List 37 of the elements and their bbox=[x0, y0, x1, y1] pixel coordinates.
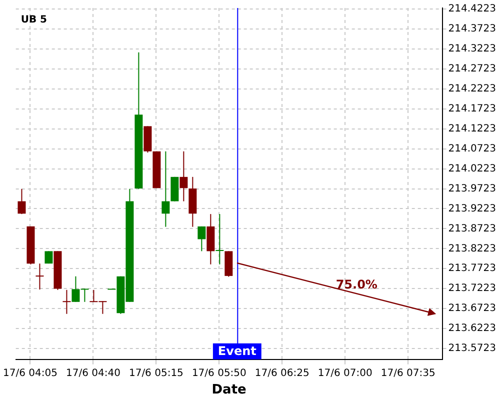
y-tick-label: 214.0723 bbox=[448, 143, 496, 154]
candlestick bbox=[44, 250, 53, 264]
y-tick-label: 214.1723 bbox=[448, 104, 496, 114]
y-tick-label: 213.6723 bbox=[448, 303, 496, 314]
candlestick bbox=[215, 214, 224, 265]
text: UB 5 bbox=[20, 14, 48, 26]
candlestick bbox=[162, 150, 170, 228]
y-tick-label: 213.8723 bbox=[448, 223, 496, 234]
candlestick bbox=[62, 289, 72, 314]
y-tick-label: 213.8223 bbox=[448, 243, 496, 254]
x-axis-title: Date bbox=[212, 382, 247, 398]
candlestick bbox=[180, 150, 188, 202]
y-tick-label: 214.3223 bbox=[448, 44, 496, 55]
candlestick bbox=[198, 226, 206, 252]
x-tick-label: 17/6 04:40 bbox=[66, 368, 120, 379]
y-tick-label: 214.2723 bbox=[448, 64, 496, 75]
x-tick-label: 17/6 05:50 bbox=[192, 368, 246, 379]
x-tick-label: 17/6 07:00 bbox=[318, 368, 372, 379]
y-tick-label: 214.4223 bbox=[448, 4, 496, 15]
candlestick bbox=[35, 263, 44, 290]
annotation: 75.0% bbox=[336, 278, 378, 292]
y-tick-label: 214.3723 bbox=[448, 24, 496, 35]
x-tick-label: 17/6 05:15 bbox=[128, 368, 184, 379]
y-tick-label: 213.5723 bbox=[448, 343, 496, 354]
x-tick-label: 17/6 07:35 bbox=[380, 368, 436, 379]
x-tick-label: 17/6 06:25 bbox=[254, 368, 310, 379]
ref-line-label: Event bbox=[218, 344, 257, 358]
x-tick-label: 17/6 04:05 bbox=[3, 368, 58, 379]
y-tick-label: 213.7223 bbox=[448, 283, 496, 294]
y-tick-label: 214.0223 bbox=[448, 163, 496, 174]
y-tick-label: 213.6223 bbox=[448, 323, 496, 334]
y-tick-label: 213.7723 bbox=[448, 263, 496, 274]
y-tick-label: 214.2223 bbox=[448, 84, 496, 95]
y-tick-label: 214.1223 bbox=[448, 123, 496, 134]
y-tick-label: 213.9723 bbox=[448, 183, 496, 194]
y-tick-label: 213.9223 bbox=[448, 203, 496, 214]
candlestick bbox=[18, 188, 26, 215]
